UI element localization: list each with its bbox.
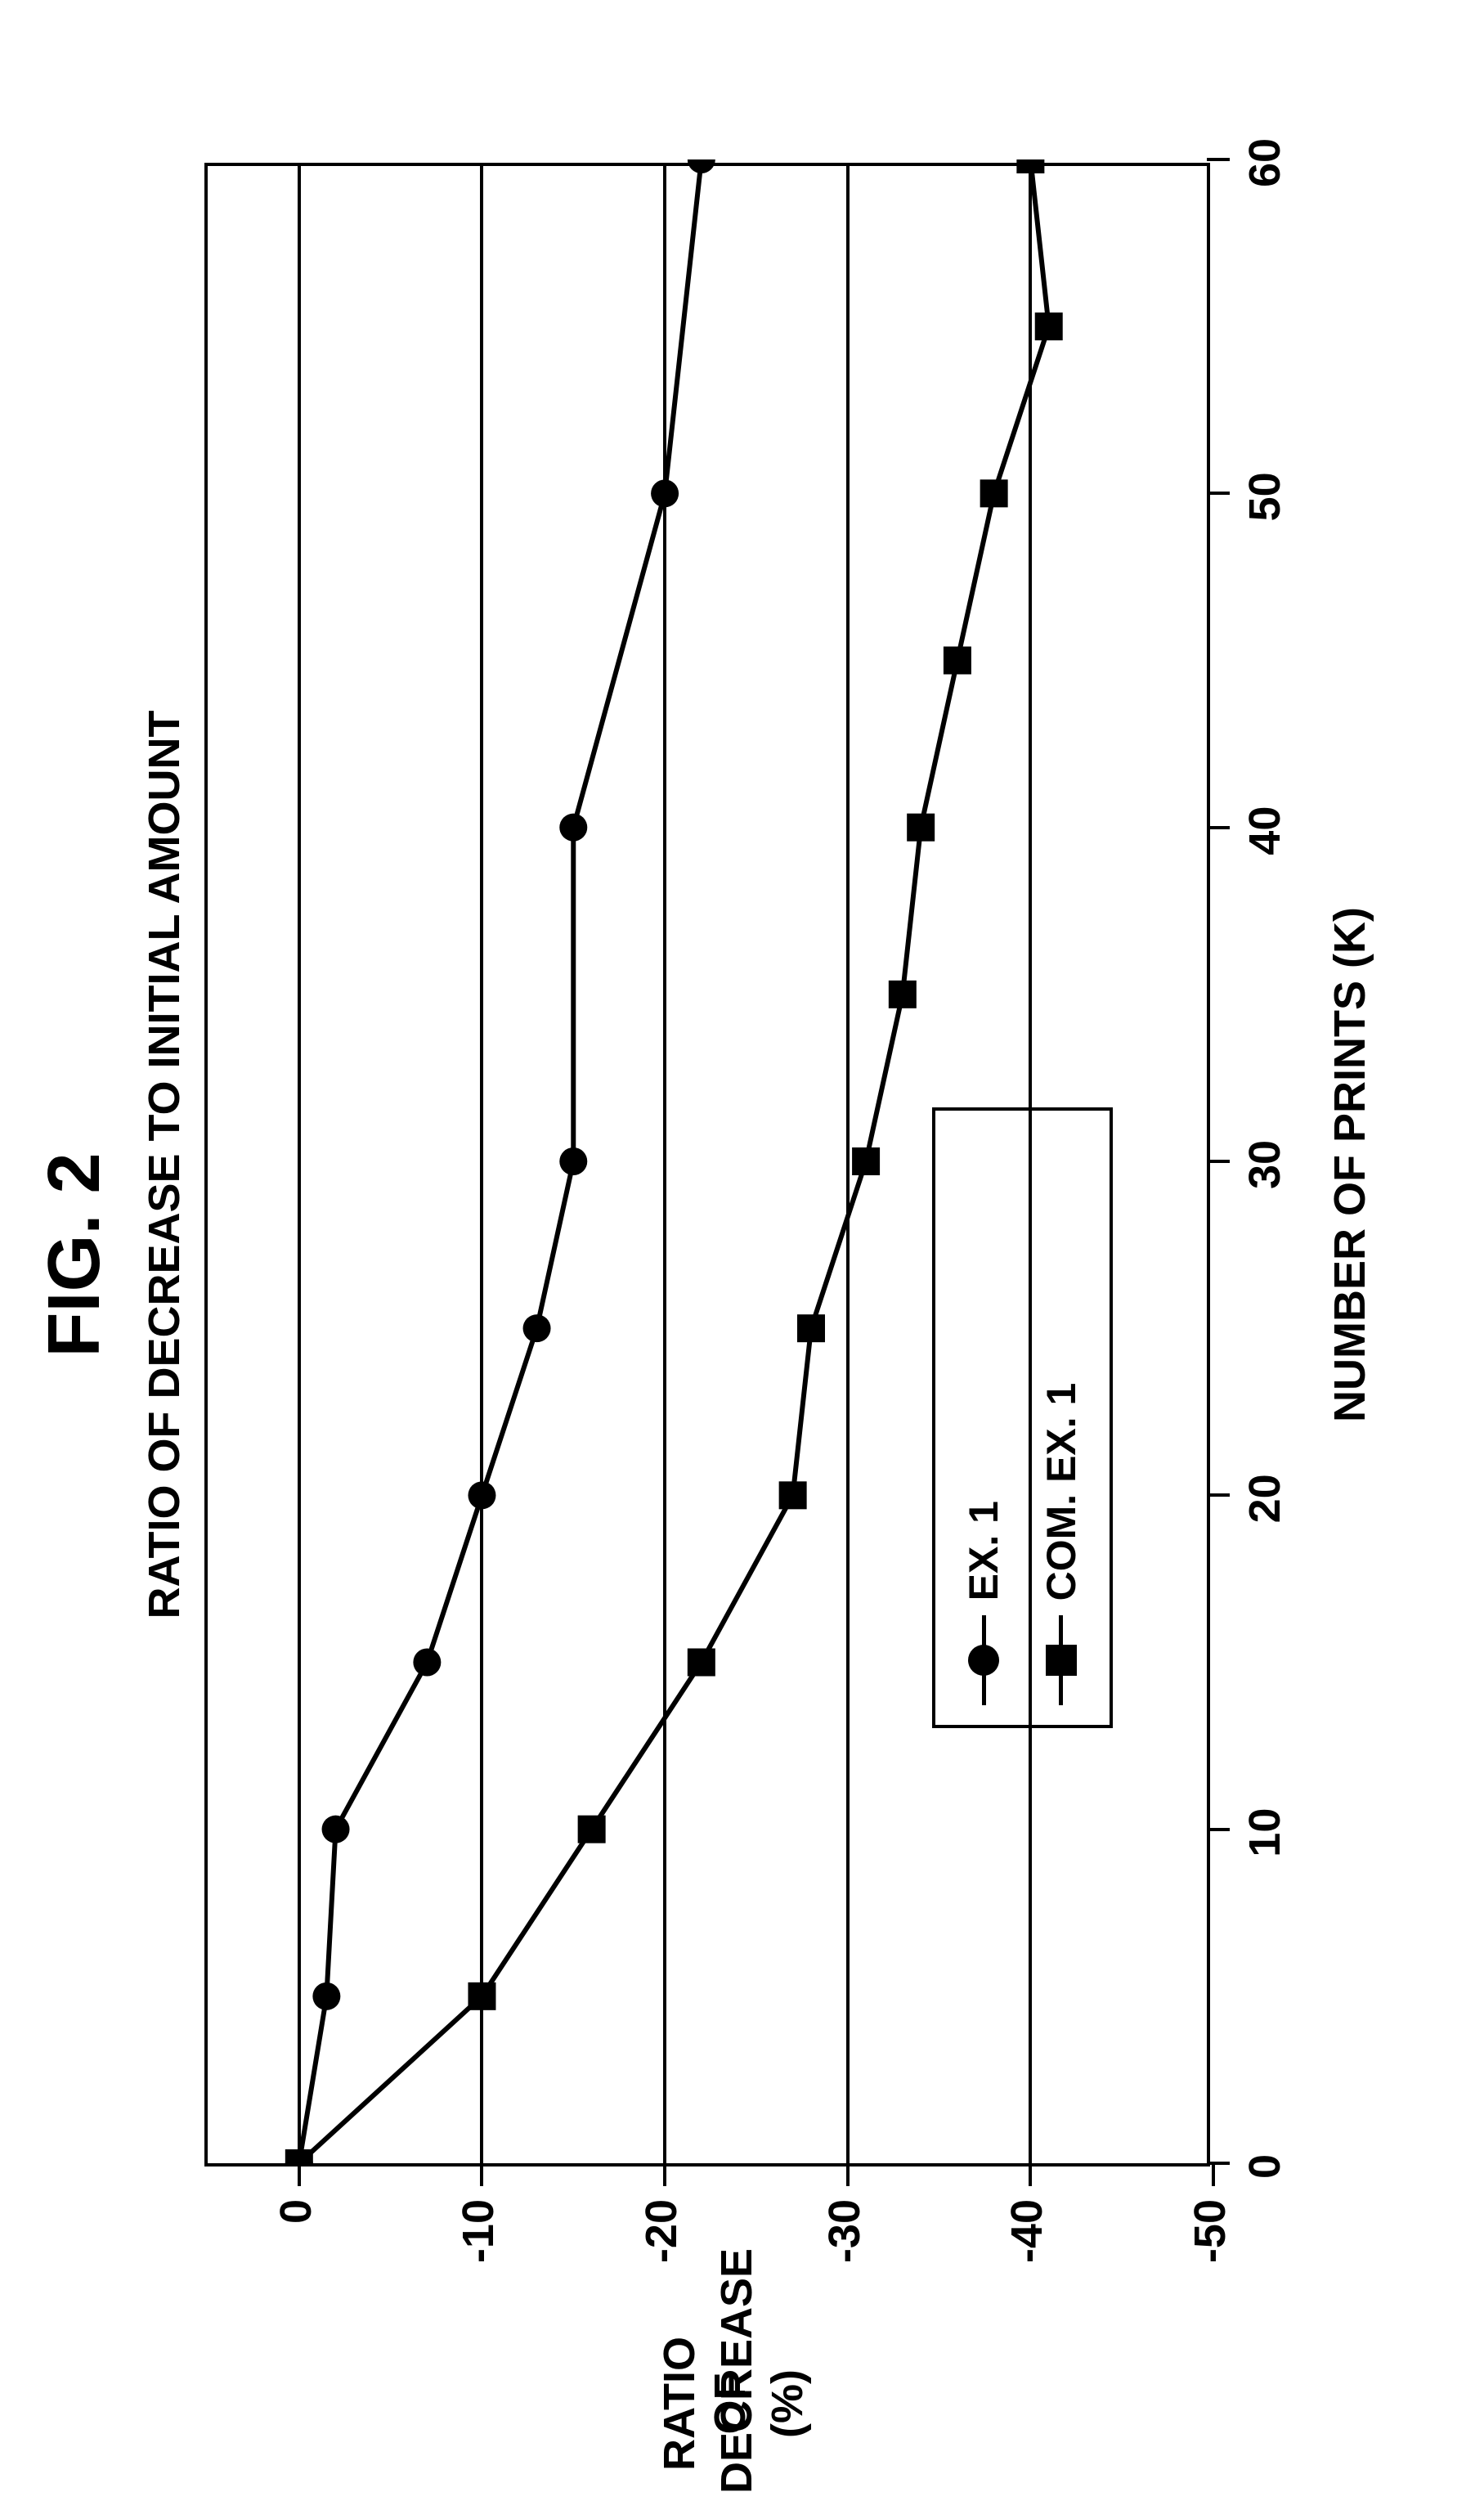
y-tick-label: -40 <box>1002 2199 1052 2263</box>
x-tick <box>1207 1828 1230 1831</box>
series-marker <box>523 1314 551 1342</box>
x-tick <box>1207 1493 1230 1497</box>
page: FIG. 2 RATIO OF DECREASE TO INITIAL AMOU… <box>0 0 1484 2510</box>
series-marker <box>688 159 715 173</box>
legend: EX. 1 COM. EX. 1 <box>932 1107 1113 1729</box>
series-marker <box>944 647 971 675</box>
series-marker <box>688 1649 715 1677</box>
y-tick <box>846 2163 850 2186</box>
legend-label: EX. 1 <box>960 1501 1007 1601</box>
y-tick-label: -10 <box>453 2199 504 2263</box>
x-tick <box>1207 2162 1230 2165</box>
x-tick-label: 30 <box>1240 1140 1290 1189</box>
series-marker <box>559 1147 587 1175</box>
series-marker <box>797 1314 825 1342</box>
x-tick-label: 20 <box>1240 1474 1290 1523</box>
x-tick-label: 10 <box>1240 1808 1290 1857</box>
legend-label: COM. EX. 1 <box>1038 1383 1085 1601</box>
series-line-0 <box>299 159 702 2163</box>
figure-label: FIG. 2 <box>33 1152 117 1357</box>
y-tick <box>480 2163 483 2186</box>
chart-title: RATIO OF DECREASE TO INITIAL AMOUNT <box>139 710 190 1619</box>
gridline <box>663 166 666 2163</box>
series-marker <box>312 1982 340 2010</box>
legend-marker <box>1046 1615 1077 1705</box>
y-tick-label: -20 <box>636 2199 687 2263</box>
gridline <box>1029 166 1032 2163</box>
rotated-canvas: FIG. 2 RATIO OF DECREASE TO INITIAL AMOU… <box>0 0 1484 2510</box>
x-tick-label: 0 <box>1240 2154 1290 2179</box>
series-marker <box>559 814 587 842</box>
series-marker <box>322 1816 350 1843</box>
series-marker <box>907 814 935 842</box>
series-marker <box>852 1147 880 1175</box>
x-tick-label: 60 <box>1240 138 1290 187</box>
x-tick-label: 50 <box>1240 472 1290 521</box>
x-axis-label: NUMBER OF PRINTS (K) <box>1325 907 1375 1422</box>
y-tick <box>1212 2163 1215 2186</box>
x-tick <box>1207 1160 1230 1163</box>
gridline <box>298 166 301 2163</box>
legend-row: COM. EX. 1 <box>1033 1111 1090 1726</box>
y-tick <box>298 2163 301 2186</box>
x-tick <box>1207 826 1230 829</box>
y-axis-label-line2: DECREASE (%) <box>711 2314 813 2494</box>
series-marker <box>980 479 1008 507</box>
series-marker <box>889 981 917 1008</box>
y-tick <box>663 2163 666 2186</box>
plot-area: EX. 1 COM. EX. 1 <box>204 163 1210 2167</box>
y-tick-label: -30 <box>819 2199 870 2263</box>
series-marker <box>779 1481 807 1509</box>
x-tick-label: 40 <box>1240 806 1290 855</box>
gridline <box>846 166 850 2163</box>
legend-row: EX. 1 <box>955 1111 1012 1726</box>
y-tick-label: 0 <box>271 2199 321 2224</box>
y-tick-label: -50 <box>1185 2199 1235 2263</box>
series-marker <box>578 1816 606 1843</box>
x-tick <box>1207 492 1230 495</box>
series-marker <box>1035 312 1063 340</box>
legend-marker <box>968 1615 999 1705</box>
gridline <box>480 166 483 2163</box>
series-marker <box>413 1649 441 1677</box>
y-tick <box>1029 2163 1032 2186</box>
x-tick <box>1207 158 1230 161</box>
